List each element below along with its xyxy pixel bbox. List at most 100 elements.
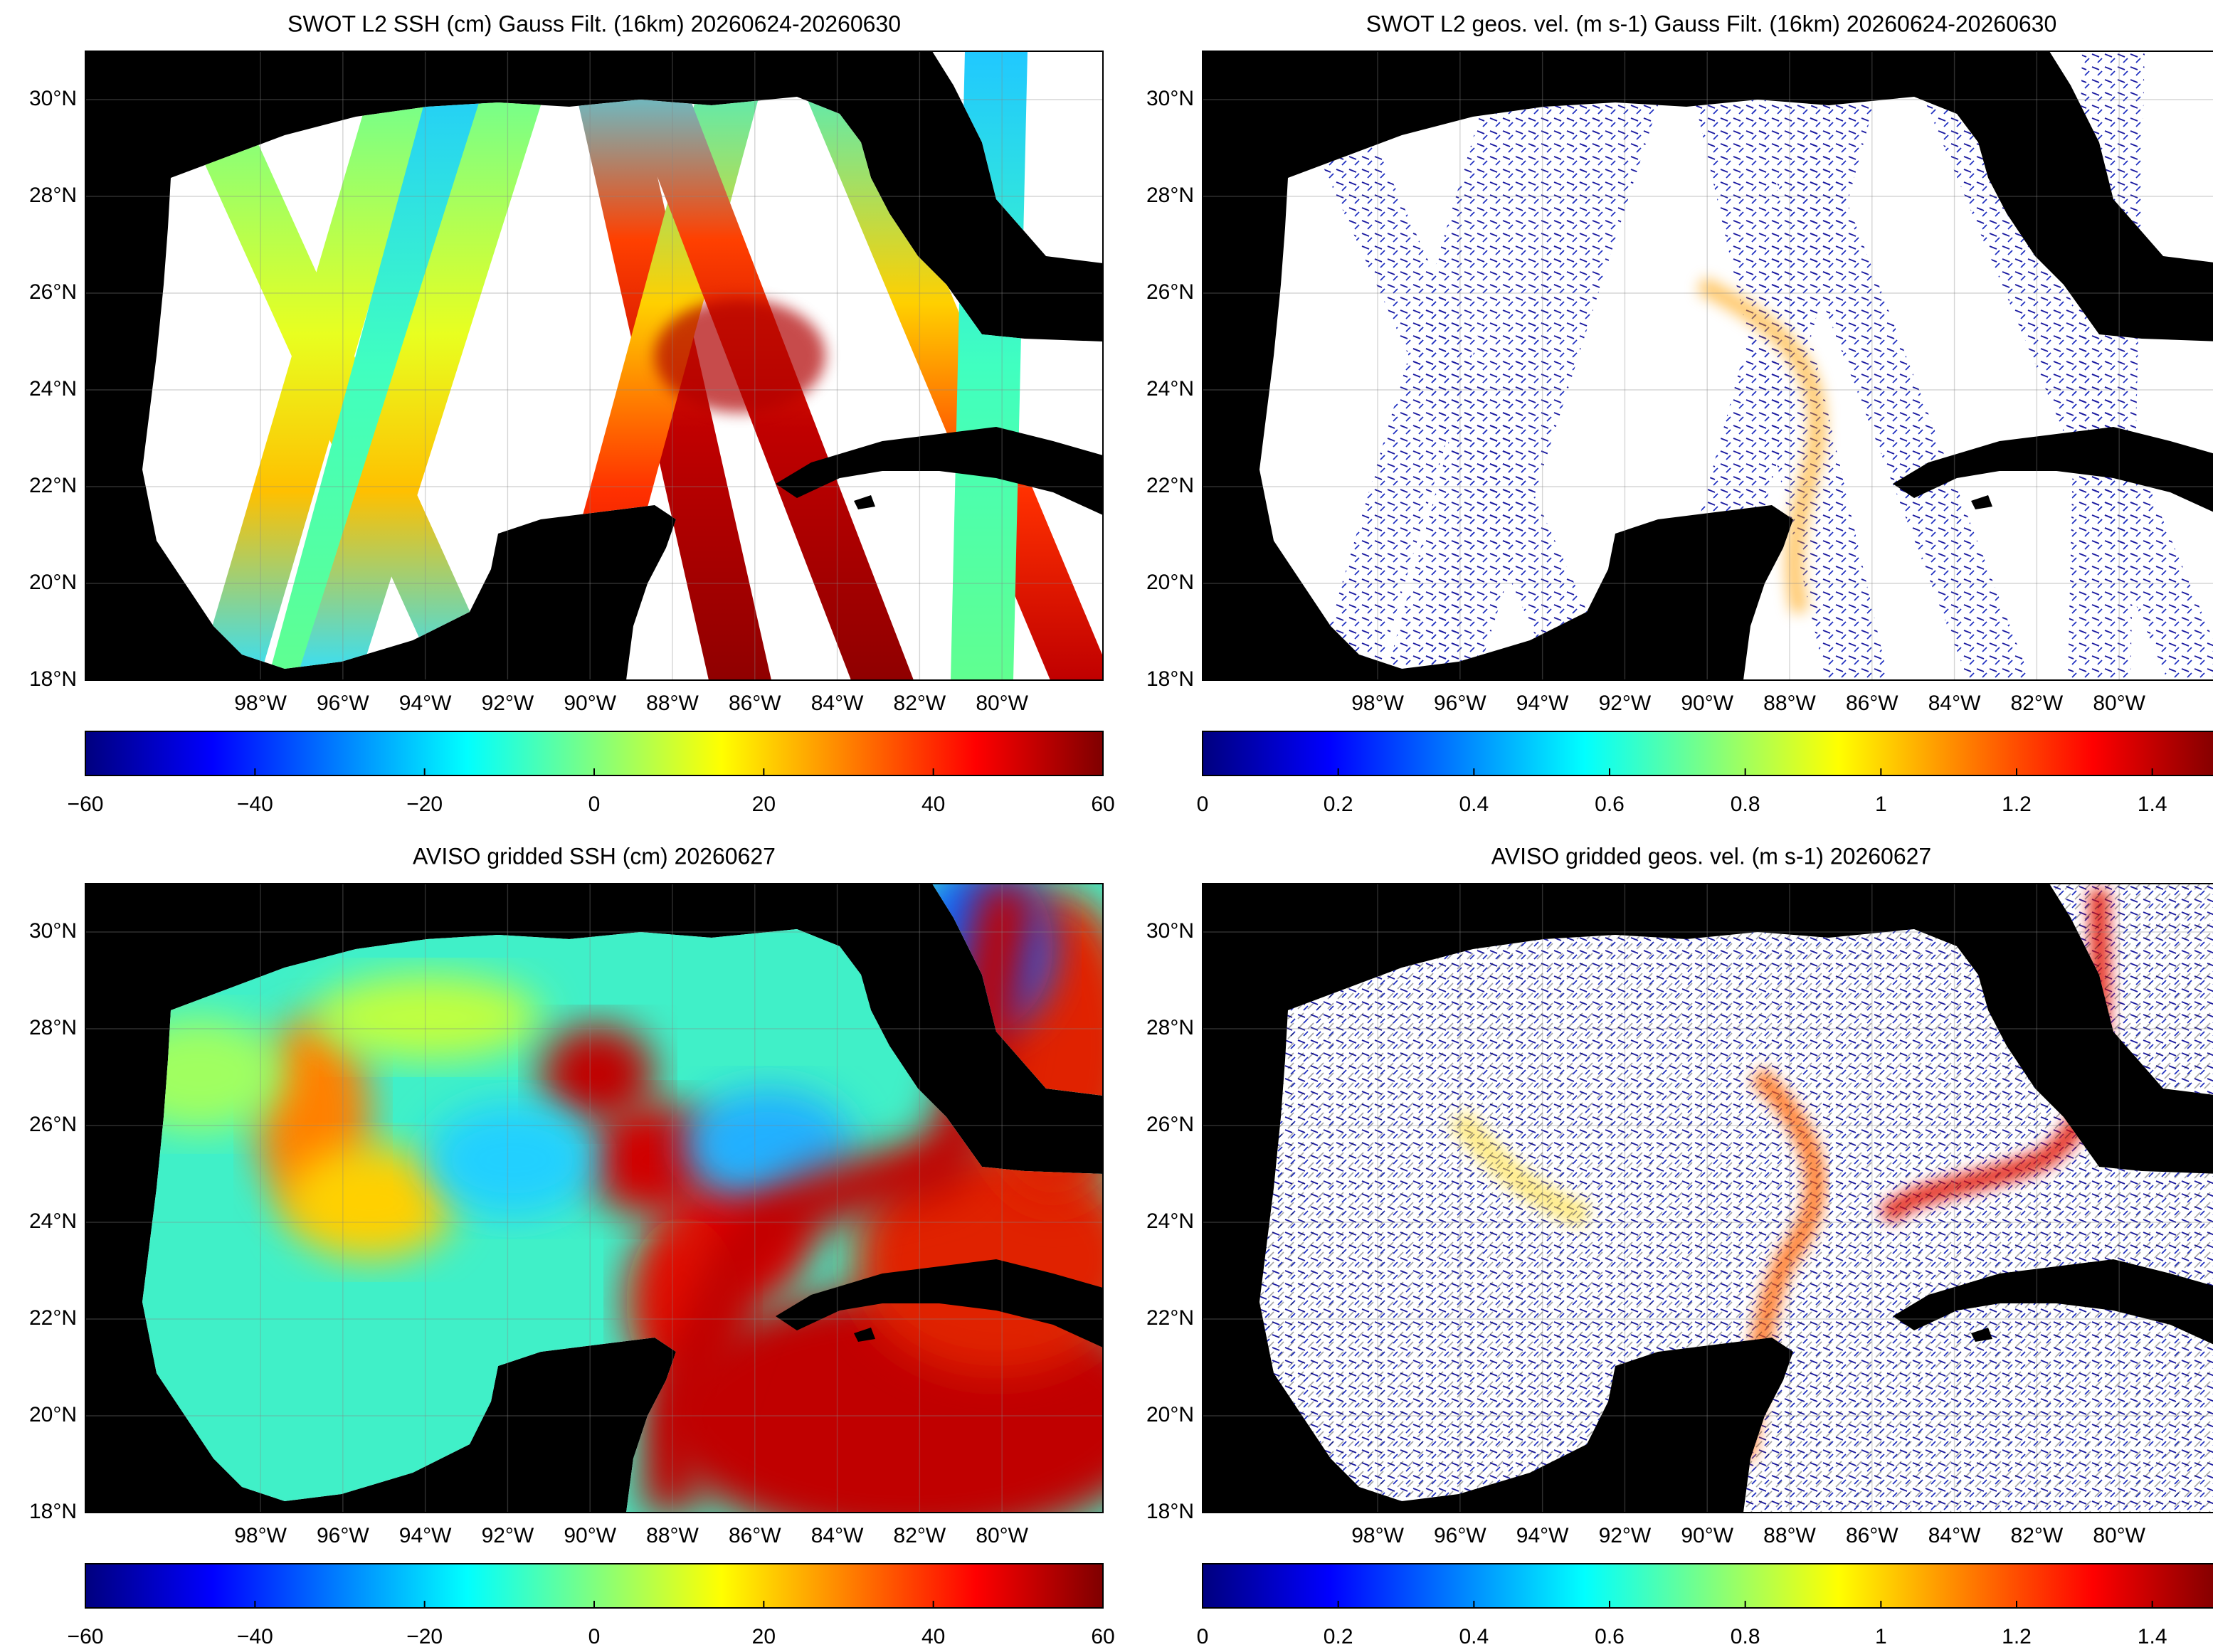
y-tick-label: 24°N (29, 377, 77, 401)
island (854, 1328, 875, 1342)
y-tick-label: 30°N (29, 919, 77, 943)
colorbar-tick-label: 0.6 (1595, 793, 1625, 816)
swath (196, 51, 444, 680)
y-tick-label: 26°N (1146, 1113, 1194, 1136)
swath (296, 51, 558, 680)
y-tick-label: 22°N (1146, 474, 1194, 497)
y-tick-label: 28°N (29, 1016, 77, 1039)
island (854, 495, 875, 509)
colorbar-tick-label: 0.4 (1459, 793, 1489, 816)
y-tick-label: 18°N (29, 1500, 77, 1523)
x-tick-label: 84°W (1928, 1524, 1981, 1547)
field-blob (285, 1145, 455, 1259)
x-tick-label: 94°W (399, 692, 452, 715)
map-frame (1202, 883, 2213, 1513)
y-tick-label: 18°N (1146, 667, 1194, 691)
cuba (776, 427, 1103, 515)
colorbar-tick-label: 1 (1875, 793, 1887, 816)
colorbar-tick-label: 0.2 (1324, 793, 1353, 816)
y-tick-label: 22°N (29, 1306, 77, 1330)
eddy (655, 299, 825, 413)
map-panel: SWOT L2 geos. vel. (m s-1) Gauss Filt. (… (1146, 11, 2213, 816)
y-tick-label: 20°N (29, 1403, 77, 1426)
map-title: AVISO gridded SSH (cm) 20260627 (413, 843, 776, 869)
x-tick-label: 88°W (646, 692, 699, 715)
x-tick-label: 98°W (1351, 692, 1404, 715)
map-title: AVISO gridded geos. vel. (m s-1) 2026062… (1491, 843, 1931, 869)
y-tick-label: 30°N (1146, 919, 1194, 943)
y-tick-label: 24°N (29, 1209, 77, 1233)
swath (268, 51, 501, 680)
field-blob (541, 1024, 655, 1124)
colorbar-tick-label: 1.4 (2138, 1625, 2167, 1648)
colorbar-tick-label: 0 (588, 1625, 601, 1648)
colorbar (1202, 731, 2213, 776)
cuba (776, 1259, 1103, 1347)
y-tick-label: 30°N (1146, 87, 1194, 110)
y-tick-label: 28°N (1146, 184, 1194, 207)
y-tick-label: 18°N (1146, 1500, 1194, 1523)
x-tick-label: 98°W (1351, 1524, 1404, 1547)
x-tick-label: 94°W (399, 1524, 452, 1547)
colorbar-tick-label: −60 (68, 1625, 104, 1648)
field-blob (313, 975, 541, 1060)
x-tick-label: 86°W (1846, 1524, 1898, 1547)
y-tick-label: 24°N (1146, 377, 1194, 401)
field (154, 51, 1103, 680)
x-tick-label: 96°W (1434, 1524, 1486, 1547)
map-panel: AVISO gridded SSH (cm) 20260627 98°W 96°W 9… (29, 843, 1115, 1648)
colorbar-tick-label: 40 (921, 1625, 945, 1648)
x-tick-label: 90°W (564, 1524, 616, 1547)
colorbar-tick-label: 0.6 (1595, 1625, 1625, 1648)
swath (1413, 51, 1675, 680)
colorbar-tick-label: 0.2 (1324, 1625, 1353, 1648)
y-tick-label: 18°N (29, 667, 77, 691)
colorbar-tick-label: 0 (588, 793, 601, 816)
y-tick-label: 26°N (1146, 280, 1194, 304)
swath (1314, 51, 1561, 680)
x-tick-label: 96°W (317, 1524, 369, 1547)
map-panel: SWOT L2 SSH (cm) Gauss Filt. (16km) 2026… (29, 11, 1115, 815)
colorbar (85, 1563, 1104, 1609)
map-frame (1202, 51, 2213, 681)
x-tick-label: 84°W (1928, 692, 1981, 715)
map-panel: AVISO gridded geos. vel. (m s-1) 2026062… (1146, 843, 2213, 1648)
colorbar-tick-label: −60 (68, 793, 104, 816)
x-tick-label: 86°W (729, 1524, 781, 1547)
swath (787, 51, 1103, 680)
colorbar-tick-label: −20 (406, 1625, 443, 1648)
x-tick-label: 88°W (646, 1524, 699, 1547)
swath (1904, 51, 2213, 680)
x-tick-label: 86°W (1846, 692, 1898, 715)
x-tick-label: 84°W (811, 1524, 864, 1547)
swath (1385, 51, 1618, 680)
y-tick-label: 26°N (29, 1113, 77, 1136)
y-tick-label: 26°N (29, 280, 77, 304)
x-tick-label: 96°W (1434, 692, 1486, 715)
colorbar-tick-label: 60 (1091, 793, 1114, 816)
cuba (1893, 1259, 2213, 1345)
x-tick-label: 86°W (729, 692, 781, 715)
x-tick-label: 98°W (234, 692, 287, 715)
x-tick-label: 94°W (1516, 692, 1569, 715)
x-tick-label: 96°W (317, 692, 369, 715)
colorbar-tick-label: 0 (1197, 793, 1209, 816)
x-tick-label: 82°W (2011, 1524, 2064, 1547)
colorbar-tick-label: 1.2 (2002, 1625, 2032, 1648)
colorbar-tick-label: 20 (752, 1625, 776, 1648)
x-tick-label: 98°W (234, 1524, 287, 1547)
map-frame (85, 883, 1104, 1513)
x-tick-label: 90°W (1681, 692, 1733, 715)
x-tick-label: 88°W (1763, 692, 1816, 715)
y-tick-label: 24°N (1146, 1209, 1194, 1233)
colorbar-tick-label: −40 (237, 1625, 273, 1648)
x-tick-label: 92°W (1599, 692, 1652, 715)
island (1971, 1328, 1992, 1342)
swath (1726, 51, 2031, 680)
map-title: SWOT L2 SSH (cm) Gauss Filt. (16km) 2026… (287, 11, 901, 36)
colorbar-tick-label: 1.4 (2138, 793, 2167, 816)
x-tick-label: 88°W (1763, 1524, 1816, 1547)
y-tick-label: 30°N (29, 87, 77, 110)
